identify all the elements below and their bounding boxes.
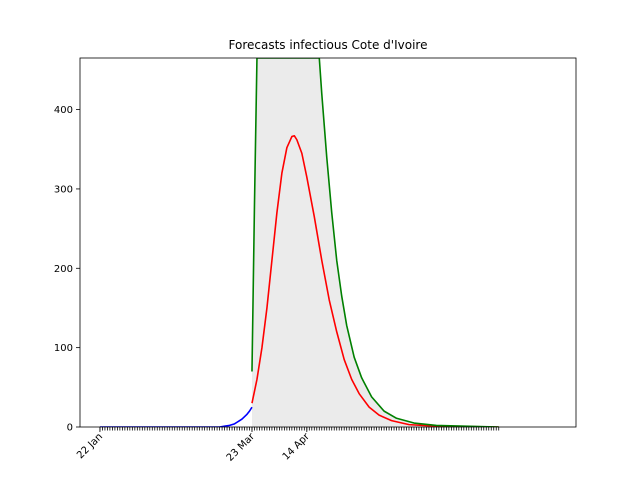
chart-title: Forecasts infectious Cote d'Ivoire (229, 38, 428, 52)
y-tick-label: 400 (54, 105, 73, 116)
y-tick-label: 300 (54, 184, 73, 195)
y-tick-label: 100 (54, 343, 73, 354)
series-line-0 (99, 406, 253, 427)
y-tick-label: 200 (54, 264, 73, 275)
series-line-2 (251, 58, 499, 427)
x-minor-ticks (99, 427, 500, 431)
y-tick-label: 0 (67, 423, 73, 434)
series-line-1 (251, 134, 499, 427)
plot-content (99, 58, 499, 427)
forecast-band (251, 58, 499, 427)
axes-frame (79, 57, 577, 428)
